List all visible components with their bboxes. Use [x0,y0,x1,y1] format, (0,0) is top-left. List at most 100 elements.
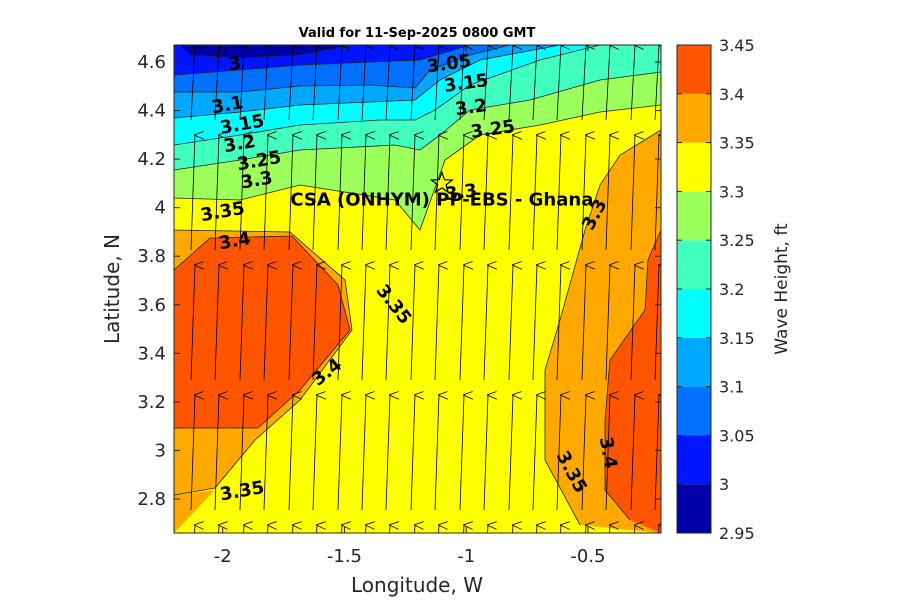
wave-arrow [581,395,586,511]
wave-arrow [190,135,195,251]
colorbar-label: Wave Height, ft [772,223,792,355]
colorbar-tick-label: 3.2 [719,280,744,299]
wave-arrow [532,135,537,251]
colorbar-tick-label: 3 [719,475,729,494]
colorbar-tick-label: 3.1 [719,378,744,397]
wave-arrow [459,45,464,121]
wave-arrow [313,525,317,533]
wave-arrow [630,45,635,121]
wave-arrow [459,395,464,511]
colorbar-tick-label: 3.4 [719,85,744,104]
wave-arrow [191,525,195,533]
y-tick-label: 3.8 [137,246,166,267]
wave-arrow [556,265,561,381]
wave-arrow [508,135,513,251]
wave-arrow [581,135,586,251]
x-tick-label: -2 [214,546,232,567]
colorbar-swatch [677,93,711,143]
site-star-icon [429,170,454,194]
wave-arrow [288,395,293,511]
wave-arrow [263,135,268,251]
wave-arrow [312,135,317,251]
wave-arrow [239,45,244,121]
wave-arrow [337,265,342,381]
wave-arrow [556,45,561,121]
wave-arrow [337,395,342,511]
wave-arrow [630,135,635,251]
x-tick-label: -1.5 [327,546,362,567]
wave-arrow [533,525,537,533]
wave-arrow [532,395,537,511]
wave-arrow [214,135,219,251]
colorbar-swatch [677,240,711,289]
colorbar-tick-label: 3.25 [719,231,755,250]
wave-arrow [312,45,317,121]
wave-arrow [312,395,317,511]
y-axis-label: Latitude, N [100,234,124,344]
colorbar-swatch [677,337,711,387]
wave-arrow [289,525,293,533]
wave-arrow [556,135,561,251]
site-marker: CSA (ONHYM) PP-EBS - Ghana [290,170,593,210]
wave-arrow [288,265,293,381]
wave-arrow [214,395,219,511]
wave-arrow [410,395,415,511]
y-tick-label: 4.2 [137,149,166,170]
y-tick-label: 3.4 [137,343,166,364]
contour-label: 3 [227,53,243,76]
colorbar-swatch [677,142,711,192]
wave-arrow [605,135,610,251]
wave-arrow [410,45,415,121]
wave-arrow [190,45,195,121]
colorbar-tick-label: 3.45 [719,36,755,55]
wave-arrow [556,395,561,511]
plot-frame [173,44,662,534]
colorbar-tick-label: 3.35 [719,134,755,153]
wave-arrow [459,135,464,251]
wave-arrow [508,395,513,511]
wave-arrow [484,525,488,533]
wave-arrow [385,135,390,251]
wave-arrow [410,265,415,381]
x-axis-label: Longitude, W [351,573,483,597]
wave-arrow [630,265,635,381]
wave-arrow [337,135,342,251]
wave-arrow [239,135,244,251]
y-tick-label: 4.6 [137,52,166,73]
colorbar-tick-label: 3.3 [719,182,744,201]
wave-arrow [654,265,659,381]
contour-label: 3.3 [444,180,479,205]
wave-arrow [655,525,659,533]
colorbar-tick-label: 3.05 [719,426,755,445]
contour-band-3.4-plus-east [605,230,661,533]
contour-lines [174,45,661,526]
wave-arrow [434,265,439,381]
wave-arrow [361,265,366,381]
colorbar-tick-label: 2.95 [719,524,755,543]
y-axis: 2.8 3 3.2 3.4 3.6 3.8 4 4.2 4.4 4.6 [137,52,661,510]
wave-arrow [288,45,293,121]
y-tick-label: 4.4 [137,101,166,122]
wave-arrow [483,395,488,511]
wave-arrow [288,135,293,251]
wave-arrow [264,525,268,533]
wave-arrow [605,395,610,511]
wave-arrow [508,45,513,121]
x-tick-label: -0.5 [570,546,605,567]
wave-arrow [434,45,439,121]
plot-area: 3 3.053.13.153.153.23.23.253.253.3 3.33.33… [173,44,662,534]
y-tick-label: 3 [155,440,166,461]
wave-arrow [483,45,488,121]
wave-arrow [337,45,342,121]
colorbar-tick-label: 3.15 [719,329,755,348]
wave-arrow [532,45,537,121]
wave-arrow [361,135,366,251]
y-tick-label: 2.8 [137,489,166,510]
wave-arrow [483,135,488,251]
colorbar-swatch [677,191,711,241]
wave-arrow [483,265,488,381]
colorbar-swatch [677,435,711,485]
y-tick-label: 3.6 [137,295,166,316]
wave-arrow [434,395,439,511]
wave-arrow [239,395,244,511]
